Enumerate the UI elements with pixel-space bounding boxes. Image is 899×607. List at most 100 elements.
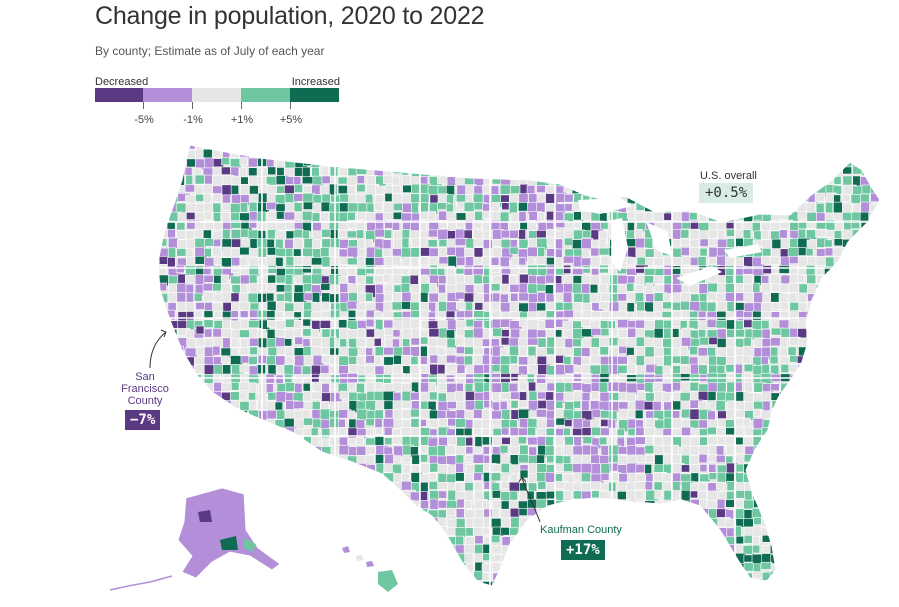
county-cell — [589, 499, 602, 510]
county-cell — [401, 572, 412, 584]
county-cell — [832, 158, 842, 171]
county-cell — [339, 562, 353, 573]
county-cell — [391, 498, 405, 511]
county-cell — [384, 453, 395, 465]
county-cell — [859, 472, 869, 482]
county-cell — [626, 516, 638, 528]
county-cell — [501, 590, 510, 597]
county-cell — [626, 282, 635, 292]
county-cell — [518, 400, 528, 409]
county-cell — [437, 553, 452, 566]
county-cell — [266, 437, 276, 446]
county-cell — [798, 526, 809, 540]
county-cell — [590, 572, 601, 584]
county-cell — [618, 391, 628, 401]
county-cell — [806, 401, 819, 414]
county-cell — [708, 598, 716, 607]
county-cell — [356, 526, 367, 537]
county-cell — [645, 166, 656, 179]
county-cell — [176, 221, 186, 231]
county-cell — [527, 158, 538, 167]
county-cell — [393, 589, 401, 596]
county-cell — [222, 337, 231, 349]
county-cell — [384, 554, 397, 563]
county-cell — [850, 220, 861, 230]
county-cell — [213, 364, 224, 376]
county-cell — [824, 409, 836, 422]
county-cell — [645, 282, 654, 296]
county-cell — [634, 536, 643, 546]
county-cell — [266, 517, 277, 530]
county-cell — [239, 427, 248, 442]
us-overall-badge: +0.5% — [699, 183, 754, 203]
county-cell — [869, 518, 880, 532]
county-cell — [420, 598, 430, 606]
county-cell — [472, 264, 484, 276]
county-cell — [851, 561, 862, 574]
county-cell — [644, 248, 655, 258]
county-cell — [159, 598, 168, 607]
county-cell — [474, 302, 484, 311]
county-cell — [186, 292, 194, 303]
county-cell — [644, 346, 656, 359]
county-cell — [779, 471, 792, 482]
county-cell — [582, 185, 591, 196]
county-cell — [420, 562, 429, 576]
county-cell — [834, 355, 846, 369]
county-cell — [852, 527, 864, 535]
county-cell — [780, 590, 788, 599]
county-cell — [816, 302, 829, 312]
county-cell — [248, 570, 259, 582]
county-cell — [555, 570, 568, 583]
county-cell — [842, 256, 856, 270]
county-cell — [744, 426, 754, 436]
county-cell — [473, 256, 483, 265]
county-cell — [743, 554, 753, 563]
county-cell — [158, 428, 169, 440]
county-cell — [473, 274, 483, 285]
county-cell — [338, 167, 348, 177]
county-cell — [580, 157, 594, 168]
county-cell — [230, 436, 243, 448]
county-cell — [535, 545, 548, 556]
county-cell — [283, 291, 293, 303]
county-cell — [634, 481, 647, 490]
county-cell — [412, 599, 420, 607]
county-cell — [760, 508, 773, 518]
county-cell — [833, 545, 844, 558]
county-cell — [779, 193, 792, 204]
county-cell — [715, 157, 730, 169]
county-cell — [177, 600, 186, 607]
county-cell — [348, 145, 359, 148]
county-cell — [158, 356, 172, 365]
county-cell — [860, 328, 870, 337]
county-cell — [673, 599, 683, 607]
county-cell — [689, 536, 698, 547]
county-cell — [590, 274, 600, 286]
county-cell — [320, 545, 332, 555]
county-cell — [410, 543, 423, 558]
county-cell — [195, 392, 204, 402]
sf-label-line: San — [135, 371, 155, 383]
county-cell — [879, 391, 880, 401]
county-cell — [564, 193, 574, 203]
county-cell — [636, 580, 648, 586]
county-cell — [517, 454, 530, 464]
county-cell — [356, 148, 370, 158]
county-cell — [770, 175, 779, 188]
county-cell — [348, 481, 358, 492]
county-cell — [320, 473, 329, 482]
county-cell — [833, 570, 847, 581]
county-cell — [752, 463, 762, 475]
kaufman-county-label: Kaufman County — [540, 524, 622, 536]
county-cell — [402, 561, 415, 575]
county-cell — [861, 292, 870, 303]
county-cell — [391, 553, 402, 563]
county-cell — [203, 319, 214, 328]
county-cell — [860, 409, 869, 422]
county-cell — [211, 427, 220, 441]
county-cell — [329, 518, 343, 529]
county-cell — [868, 220, 877, 234]
county-cell — [841, 517, 850, 529]
county-cell — [689, 581, 699, 586]
